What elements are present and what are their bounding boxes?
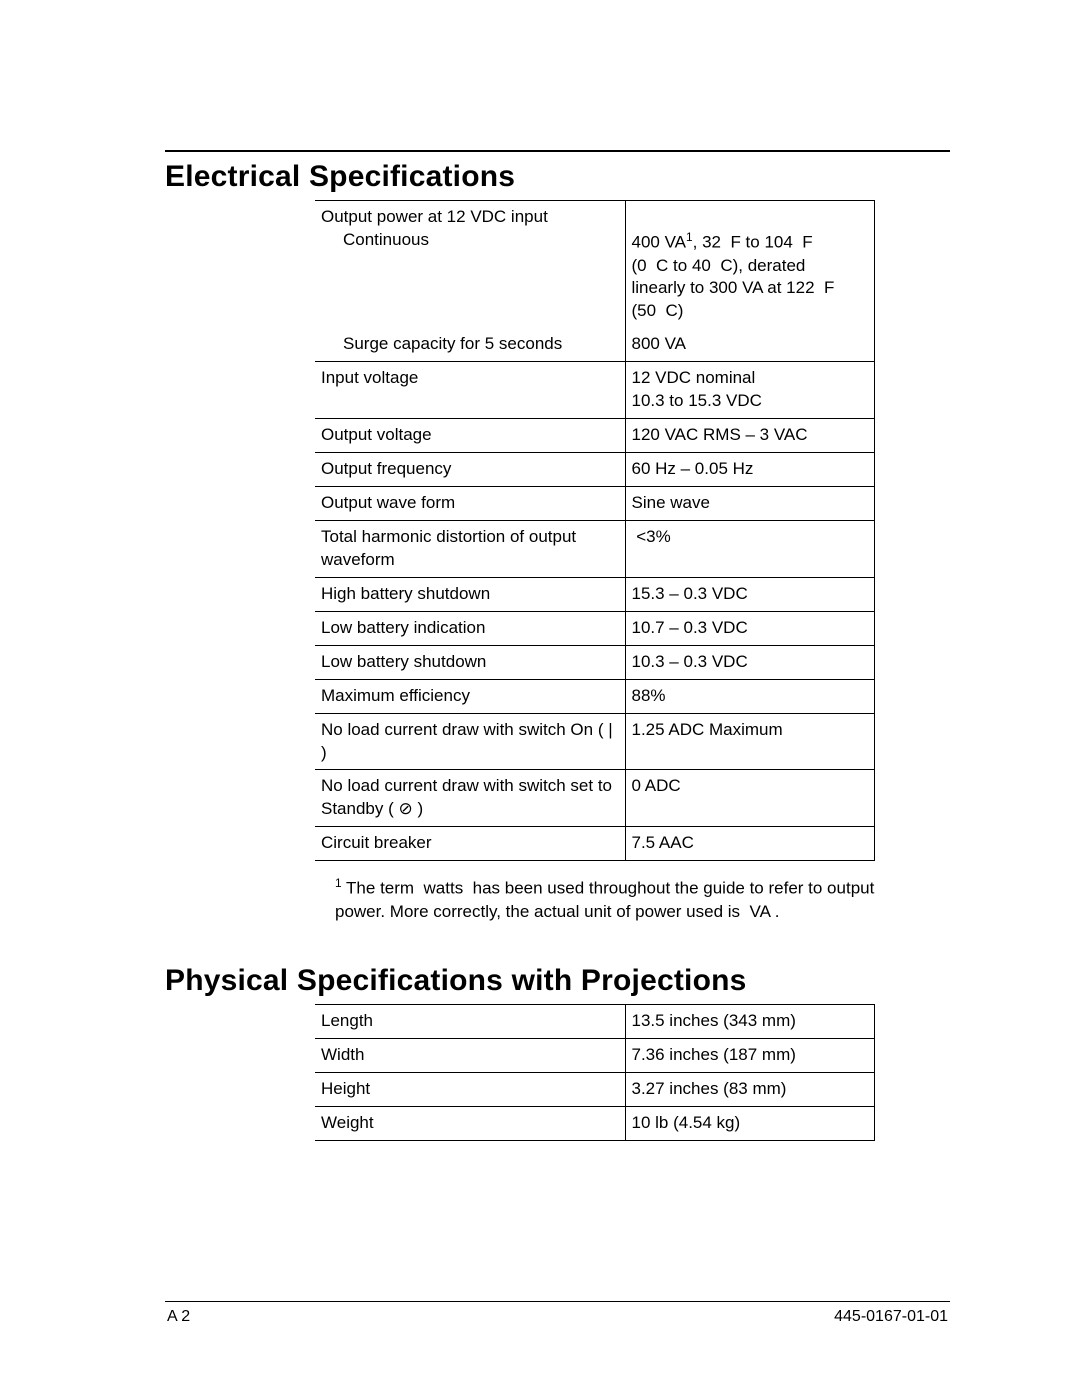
spec-value: 10.7 – 0.3 VDC <box>625 611 875 645</box>
spec-label: Circuit breaker <box>315 827 625 861</box>
spec-label: Low battery shutdown <box>315 645 625 679</box>
text: Continuous <box>321 229 429 252</box>
spec-value: 13.5 inches (343 mm) <box>625 1004 875 1038</box>
spec-label: Weight <box>315 1106 625 1140</box>
spec-value: 800 VA <box>625 328 875 361</box>
spec-value: 0 ADC <box>625 770 875 827</box>
table-row: Circuit breaker7.5 AAC <box>315 827 875 861</box>
spec-label: Maximum efficiency <box>315 679 625 713</box>
table-row: Output frequency60 Hz – 0.05 Hz <box>315 453 875 487</box>
spec-value: 120 VAC RMS – 3 VAC <box>625 419 875 453</box>
top-rule <box>165 150 950 152</box>
table-row: Height3.27 inches (83 mm) <box>315 1072 875 1106</box>
footnote-marker: 1 <box>335 876 342 890</box>
table-row: High battery shutdown15.3 – 0.3 VDC <box>315 577 875 611</box>
spec-label: High battery shutdown <box>315 577 625 611</box>
text: Surge capacity for 5 seconds <box>321 333 562 356</box>
spec-label: Surge capacity for 5 seconds <box>315 328 625 361</box>
text: linearly to 300 VA at 122 F <box>632 278 835 297</box>
spec-label: Low battery indication <box>315 611 625 645</box>
page-number: A 2 <box>167 1308 190 1326</box>
spec-value: 88% <box>625 679 875 713</box>
page-footer: A 2 445-0167-01-01 <box>165 1302 950 1326</box>
spec-value: 1.25 ADC Maximum <box>625 713 875 770</box>
spec-value: 7.5 AAC <box>625 827 875 861</box>
spec-value: <3% <box>625 520 875 577</box>
spec-value: 10.3 – 0.3 VDC <box>625 645 875 679</box>
footnote-ref: 1 <box>686 230 693 244</box>
table-row: Output power at 12 VDC input Continuous … <box>315 201 875 329</box>
spec-label: Length <box>315 1004 625 1038</box>
spec-value: 15.3 – 0.3 VDC <box>625 577 875 611</box>
section1-heading: Electrical Specifications <box>165 160 950 194</box>
table-row: Surge capacity for 5 seconds 800 VA <box>315 328 875 361</box>
spec-value: 12 VDC nominal 10.3 to 15.3 VDC <box>625 362 875 419</box>
spec-label: Input voltage <box>315 362 625 419</box>
spec-value: 3.27 inches (83 mm) <box>625 1072 875 1106</box>
text: , 32 F to 104 F <box>693 233 813 252</box>
spec-label: Output power at 12 VDC input Continuous <box>315 201 625 329</box>
spec-value: 10 lb (4.54 kg) <box>625 1106 875 1140</box>
table-row: No load current draw with switch set to … <box>315 770 875 827</box>
spec-label: Output voltage <box>315 419 625 453</box>
section2-heading: Physical Specifications with Projections <box>165 964 950 998</box>
table-row: Maximum efficiency88% <box>315 679 875 713</box>
electrical-spec-table: Output power at 12 VDC input Continuous … <box>315 200 875 861</box>
physical-spec-table: Length13.5 inches (343 mm) Width7.36 inc… <box>315 1004 875 1141</box>
table-row: Total harmonic distortion of output wave… <box>315 520 875 577</box>
table-row: Weight10 lb (4.54 kg) <box>315 1106 875 1140</box>
text: (50 C) <box>632 301 684 320</box>
footnote: 1 The term watts has been used throughou… <box>335 875 875 924</box>
spec-value: 400 VA1, 32 F to 104 F (0 C to 40 C), de… <box>625 201 875 329</box>
spec-value: 7.36 inches (187 mm) <box>625 1038 875 1072</box>
spec-label: Total harmonic distortion of output wave… <box>315 520 625 577</box>
spec-label: Width <box>315 1038 625 1072</box>
table-row: Output voltage120 VAC RMS – 3 VAC <box>315 419 875 453</box>
spec-value: Sine wave <box>625 487 875 521</box>
table-row: Low battery indication10.7 – 0.3 VDC <box>315 611 875 645</box>
table-row: Output wave formSine wave <box>315 487 875 521</box>
table-row: Length13.5 inches (343 mm) <box>315 1004 875 1038</box>
table-row: Low battery shutdown10.3 – 0.3 VDC <box>315 645 875 679</box>
table-row: Input voltage 12 VDC nominal 10.3 to 15.… <box>315 362 875 419</box>
spec-value: 60 Hz – 0.05 Hz <box>625 453 875 487</box>
doc-number: 445-0167-01-01 <box>834 1308 948 1326</box>
text: 12 VDC nominal <box>632 368 756 387</box>
spec-label: No load current draw with switch On ( | … <box>315 713 625 770</box>
spec-label: Height <box>315 1072 625 1106</box>
footnote-text: The term watts has been used throughout … <box>335 879 874 921</box>
text: Output power at 12 VDC input <box>321 207 548 226</box>
text: 400 VA <box>632 233 687 252</box>
text: 10.3 to 15.3 VDC <box>632 391 762 410</box>
spec-label: Output frequency <box>315 453 625 487</box>
spec-label: No load current draw with switch set to … <box>315 770 625 827</box>
table-row: No load current draw with switch On ( | … <box>315 713 875 770</box>
text: (0 C to 40 C), derated <box>632 256 806 275</box>
spec-label: Output wave form <box>315 487 625 521</box>
table-row: Width7.36 inches (187 mm) <box>315 1038 875 1072</box>
page: Electrical Specifications Output power a… <box>0 0 1080 1386</box>
